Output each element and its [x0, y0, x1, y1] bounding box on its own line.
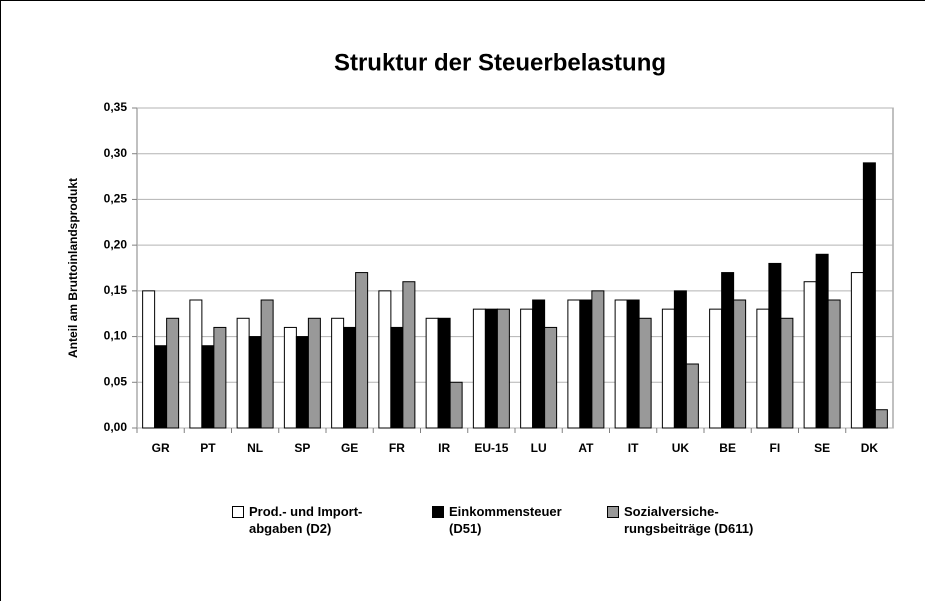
bar: [721, 272, 735, 429]
bar: [236, 317, 250, 429]
bar: [331, 317, 345, 429]
y-tick-label: 0,25: [104, 192, 128, 206]
bar: [579, 299, 593, 429]
bar: [673, 290, 687, 429]
bar: [402, 281, 416, 429]
x-tick-label: IR: [438, 441, 450, 455]
x-tick-label: GE: [341, 441, 358, 455]
legend-label: Prod.- und Import- abgaben (D2): [249, 504, 363, 536]
legend-swatch: [607, 506, 619, 518]
y-tick-label: 0,30: [104, 146, 128, 160]
y-tick-label: 0,15: [104, 283, 128, 297]
bar: [626, 299, 640, 429]
bar: [496, 308, 510, 429]
bar: [189, 299, 203, 429]
bar: [874, 409, 888, 429]
bar: [425, 317, 439, 429]
y-tick-label: 0,10: [104, 329, 128, 343]
legend-item: Einkommensteuer (D51): [432, 503, 562, 537]
x-tick-label: FI: [770, 441, 781, 455]
bar: [283, 326, 297, 429]
bar: [154, 345, 168, 429]
legend-label: Sozialversiche- rungsbeiträge (D611): [624, 504, 754, 536]
bar: [390, 326, 404, 429]
y-tick-label: 0,05: [104, 374, 128, 388]
bar: [201, 345, 215, 429]
x-tick-label: LU: [531, 441, 547, 455]
y-tick-label: 0,20: [104, 237, 128, 251]
bar: [142, 290, 156, 429]
x-tick-label: SP: [294, 441, 310, 455]
legend-label: Einkommensteuer (D51): [449, 504, 562, 536]
bar: [567, 299, 581, 429]
bar: [544, 326, 558, 429]
bar: [733, 299, 747, 429]
bar: [520, 308, 534, 429]
bar: [768, 262, 782, 429]
x-tick-label: EU-15: [474, 441, 508, 455]
bar: [756, 308, 770, 429]
legend-swatch: [432, 506, 444, 518]
bar: [449, 381, 463, 429]
bar: [709, 308, 723, 429]
legend-item: Sozialversiche- rungsbeiträge (D611): [607, 503, 753, 537]
bar: [248, 336, 262, 429]
bar: [780, 317, 794, 429]
bar: [850, 272, 864, 429]
bar: [532, 299, 546, 429]
x-tick-label: IT: [628, 441, 639, 455]
bar: [862, 162, 876, 429]
y-tick-label: 0,00: [104, 420, 128, 434]
legend-item: Prod.- und Import- abgaben (D2): [232, 503, 362, 537]
bar: [260, 299, 274, 429]
chart-title: Struktur der Steuerbelastung: [334, 49, 666, 76]
x-tick-label: UK: [672, 441, 690, 455]
bar: [295, 336, 309, 429]
bar: [803, 281, 817, 429]
bar: [213, 326, 227, 429]
x-tick-label: NL: [247, 441, 263, 455]
bar: [591, 290, 605, 429]
bar: [484, 308, 498, 429]
bar: [614, 299, 628, 429]
x-tick-label: GR: [152, 441, 170, 455]
x-tick-label: FR: [389, 441, 405, 455]
legend-swatch: [232, 506, 244, 518]
bar: [827, 299, 841, 429]
bar: [472, 308, 486, 429]
bar: [166, 317, 180, 429]
bar: [437, 317, 451, 429]
bar: [815, 253, 829, 429]
x-tick-label: SE: [814, 441, 830, 455]
x-tick-label: PT: [200, 441, 216, 455]
x-tick-label: BE: [719, 441, 736, 455]
bar: [638, 317, 652, 429]
bar: [378, 290, 392, 429]
x-tick-label: AT: [578, 441, 594, 455]
bar: [343, 326, 357, 429]
bar: [685, 363, 699, 429]
bar: [307, 317, 321, 429]
x-tick-label: DK: [861, 441, 879, 455]
bar: [661, 308, 675, 429]
y-tick-label: 0,35: [104, 100, 128, 114]
bar: [355, 272, 369, 429]
y-axis-label: Anteil am Bruttoinlandsprodukt: [66, 178, 80, 358]
